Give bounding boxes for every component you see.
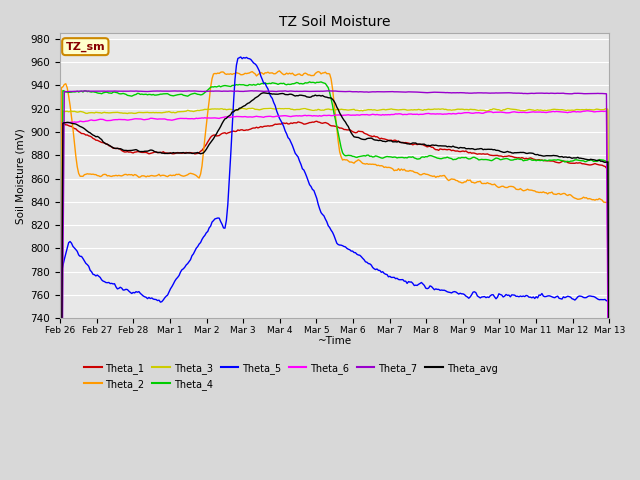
X-axis label: ~Time: ~Time [317, 336, 352, 347]
Text: TZ_sm: TZ_sm [65, 41, 105, 52]
Title: TZ Soil Moisture: TZ Soil Moisture [279, 15, 390, 29]
Legend: Theta_1, Theta_2, Theta_3, Theta_4, Theta_5, Theta_6, Theta_7, Theta_avg: Theta_1, Theta_2, Theta_3, Theta_4, Thet… [80, 359, 501, 394]
Y-axis label: Soil Moisture (mV): Soil Moisture (mV) [15, 128, 25, 224]
